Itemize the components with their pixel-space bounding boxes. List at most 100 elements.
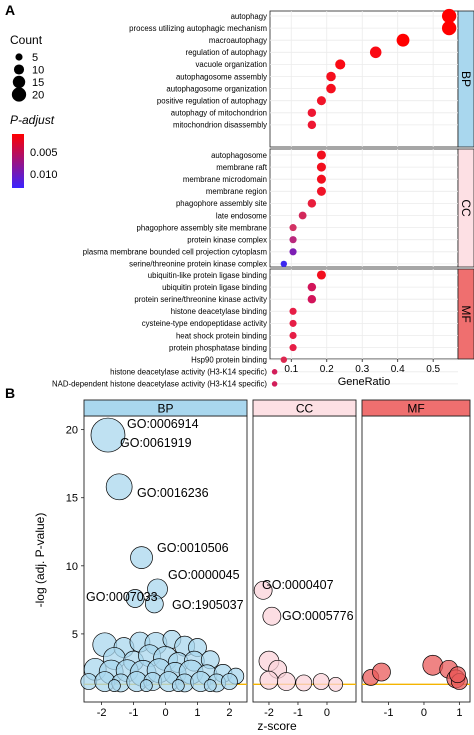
legend-padjust-tick: 0.010 — [30, 169, 58, 181]
term-dot — [307, 294, 317, 304]
legend-padjust-tick: 0.005 — [30, 147, 58, 159]
bubble — [253, 580, 273, 600]
term-label: histone deacetylase activity (H3-K14 spe… — [110, 368, 267, 377]
legend-padjust-colorbar — [12, 134, 24, 188]
legend-padjust-title: P-adjust — [10, 113, 55, 127]
term-label: phagophore assembly site membrane — [137, 223, 267, 232]
term-dot — [316, 270, 326, 280]
x-tick-label: 0 — [162, 707, 168, 719]
term-dot — [289, 224, 297, 232]
term-label: histone deacetylase binding — [171, 307, 267, 316]
go-term-label: GO:0006914 — [127, 417, 199, 431]
legend-count-dot — [12, 75, 26, 89]
go-term-label: GO:0061919 — [120, 436, 192, 450]
term-dot — [289, 344, 297, 352]
term-dot — [289, 248, 297, 256]
term-dot — [396, 33, 410, 47]
bubble — [422, 654, 444, 676]
legend-count-dot — [11, 87, 27, 102]
facet-strip — [361, 399, 471, 417]
facet-strip-label: BP — [459, 71, 473, 87]
term-dot — [441, 20, 457, 36]
term-label: membrane region — [206, 187, 267, 196]
bubble — [130, 546, 153, 569]
x-tick-label: 0.4 — [391, 364, 405, 375]
term-dot — [280, 260, 288, 268]
bubble — [372, 662, 391, 682]
facet-strip — [457, 148, 474, 268]
term-dot — [289, 331, 297, 340]
term-label: serine/threonine protein kinase complex — [129, 260, 267, 269]
bubble — [277, 672, 296, 691]
x-tick-label: 0 — [421, 707, 427, 719]
y-tick-label: 5 — [72, 629, 78, 641]
panel-label: A — [5, 2, 15, 18]
y-tick-label: 20 — [66, 425, 78, 437]
term-dot — [271, 381, 278, 387]
y-tick-label: 10 — [66, 561, 78, 573]
panel-a: A BP autophagy process utilizing autophagic… — [5, 2, 474, 389]
term-label: NAD-dependent histone deacetylase activi… — [52, 380, 267, 389]
term-dot — [316, 96, 326, 106]
x-tick-label: -1 — [293, 707, 303, 719]
x-tick-label: -2 — [264, 707, 274, 719]
bubble — [262, 606, 282, 626]
term-dot — [280, 356, 288, 363]
term-label: membrane microdomain — [183, 175, 267, 184]
term-label: autophagosome — [211, 151, 267, 160]
term-label: ubiquitin-like protein ligase binding — [148, 271, 267, 280]
bubble — [125, 589, 145, 608]
x-tick-label: 1 — [194, 707, 200, 719]
y-axis-title: -log (adj. P-value) — [33, 513, 47, 608]
term-label: autophagosome assembly — [176, 72, 267, 81]
legend-count-label: 15 — [32, 77, 44, 89]
bubble — [80, 673, 98, 690]
legend-count-dot — [15, 53, 23, 61]
term-dot — [316, 150, 326, 160]
term-dot — [307, 282, 317, 292]
x-tick-label: 0 — [324, 707, 330, 719]
facet-strip — [83, 399, 248, 417]
bubble — [139, 679, 153, 693]
bubble — [312, 673, 330, 690]
bubble — [105, 473, 133, 501]
term-label: membrane raft — [216, 163, 268, 172]
facet-panel — [361, 415, 471, 703]
x-tick-label: 0.3 — [355, 364, 369, 375]
legend-count-dot — [13, 64, 25, 75]
term-label: late endosome — [216, 211, 267, 220]
facet-strip-label: MF — [459, 305, 473, 322]
term-dot — [271, 369, 278, 375]
facet-strip-label: CC — [296, 402, 314, 416]
x-tick-label: -2 — [97, 707, 107, 719]
bubble — [449, 666, 466, 684]
go-term-label: GO:0016236 — [137, 486, 209, 500]
bubble — [171, 679, 185, 693]
legend-count-label: 5 — [32, 52, 38, 64]
term-label: ubiquitin protein ligase binding — [162, 283, 267, 292]
term-label: protein phosphatase binding — [169, 343, 267, 352]
term-label: mitochondrion disassembly — [173, 121, 267, 130]
x-tick-label: 1 — [456, 707, 462, 719]
x-tick-label: 0.1 — [284, 364, 298, 375]
facet-panel — [269, 148, 459, 268]
term-label: cysteine-type endopeptidase activity — [142, 319, 267, 328]
y-tick-label: 15 — [66, 493, 78, 505]
x-axis-title: GeneRatio — [338, 376, 391, 388]
term-dot — [307, 120, 317, 130]
term-dot — [335, 59, 346, 70]
term-label: phagophore assembly site — [176, 199, 267, 208]
bubble — [144, 594, 164, 614]
term-label: autophagy — [231, 12, 268, 21]
facet-panel — [269, 268, 459, 360]
x-axis-title: z-score — [257, 719, 297, 733]
panel-label: B — [5, 385, 15, 401]
term-dot — [369, 46, 382, 59]
bubble — [90, 417, 126, 453]
go-term-label: GO:0005776 — [282, 609, 354, 623]
bubble — [203, 679, 217, 693]
term-dot — [441, 8, 457, 24]
term-label: process utilizing autophagic mechanism — [129, 24, 267, 33]
term-label: Hsp90 protein binding — [191, 356, 267, 365]
